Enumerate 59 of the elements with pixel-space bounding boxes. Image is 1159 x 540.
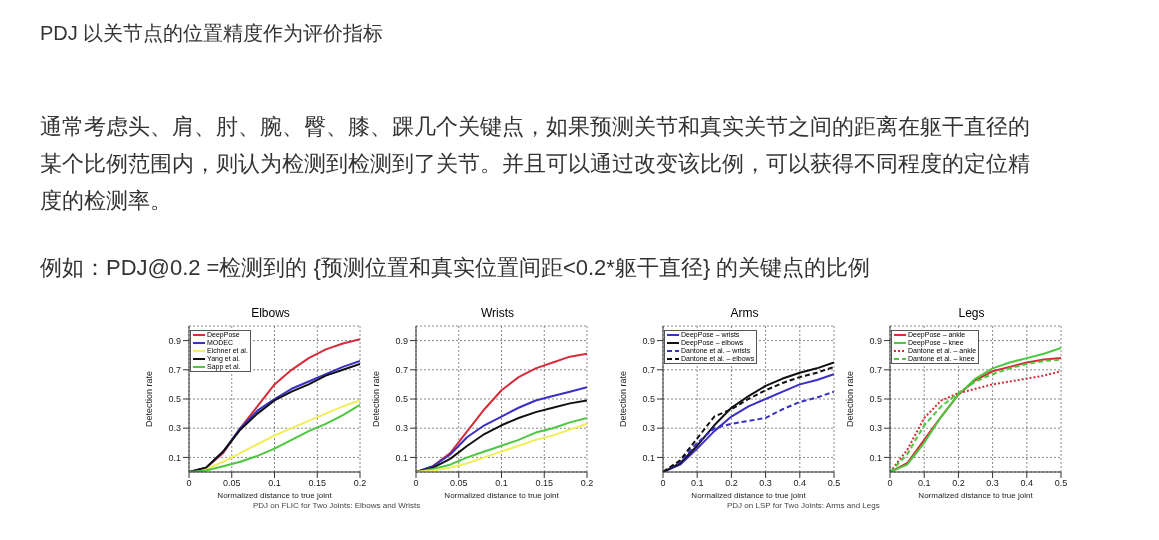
y-tick-label: 0.1 bbox=[395, 452, 408, 463]
x-tick-label: 0.5 bbox=[827, 478, 841, 489]
y-tick-label: 0.7 bbox=[869, 364, 882, 375]
x-axis-title: Normalized distance to true joint bbox=[691, 491, 807, 500]
x-tick-label: 0.15 bbox=[535, 478, 554, 489]
y-tick-label: 0.7 bbox=[642, 364, 655, 375]
y-axis-title: Detection rate bbox=[845, 370, 856, 428]
x-tick-label: 0.2 bbox=[952, 478, 965, 489]
text: PDJ on FLIC for Two Joints: Elbows and Wrists bbox=[253, 501, 421, 510]
text: 例如：PDJ@0.2 =检测到的 {预测位置和真实位置间距<0.2*躯干直径} 的关键点的比例 bbox=[40, 254, 872, 282]
x-tick-label: 0.1 bbox=[690, 478, 704, 489]
x-axis-title: Normalized distance to true joint bbox=[217, 491, 333, 500]
y-tick-label: 0.3 bbox=[869, 423, 882, 434]
x-tick-label: 0.2 bbox=[353, 478, 367, 489]
y-tick-label: 0.9 bbox=[395, 335, 408, 346]
x-axis-title: Normalized distance to true joint bbox=[918, 491, 1034, 500]
x-tick-label: 0.4 bbox=[1020, 478, 1034, 489]
y-tick-label: 0.5 bbox=[168, 394, 181, 405]
x-tick-label: 0.5 bbox=[1054, 478, 1068, 489]
x-tick-label: 0.2 bbox=[580, 478, 594, 489]
x-axis-title: Normalized distance to true joint bbox=[444, 491, 560, 500]
y-tick-label: 0.1 bbox=[168, 452, 181, 463]
x-tick-label: 0.05 bbox=[222, 478, 241, 489]
x-tick-label: 0.05 bbox=[449, 478, 468, 489]
y-axis-title: Detection rate bbox=[618, 370, 629, 428]
text: PDJ on LSP for Two Joints: Arms and Legs bbox=[727, 501, 880, 510]
y-tick-label: 0.1 bbox=[642, 452, 655, 463]
y-tick-label: 0.7 bbox=[395, 364, 408, 375]
x-tick-label: 0.15 bbox=[308, 478, 327, 489]
y-tick-label: 0.5 bbox=[642, 394, 655, 405]
y-tick-label: 0.5 bbox=[395, 394, 408, 405]
chart-title: Legs bbox=[957, 306, 986, 322]
y-tick-label: 0.9 bbox=[869, 335, 882, 346]
y-axis-title: Detection rate bbox=[371, 370, 382, 428]
chart-title: Elbows bbox=[250, 306, 291, 322]
y-tick-label: 0.3 bbox=[395, 423, 408, 434]
y-tick-label: 0.5 bbox=[869, 394, 882, 405]
x-tick-label: 0.3 bbox=[986, 478, 999, 489]
text: 通常考虑头、肩、肘、腕、臀、膝、踝几个关键点，如果预测关节和真实关节之间的距离在躯干直径的某个比例范围内，则认为检测到检测到了关节。并且可以通过改变该比例，可以获得不同程度的定位精度的检测率。 bbox=[40, 113, 1031, 215]
x-tick-label: 0 bbox=[660, 478, 666, 489]
x-tick-label: 0 bbox=[186, 478, 192, 489]
chart-title: Arms bbox=[729, 306, 760, 322]
y-tick-label: 0.9 bbox=[642, 335, 655, 346]
y-axis-title: Detection rate bbox=[144, 370, 155, 428]
y-tick-label: 0.9 bbox=[168, 335, 181, 346]
x-tick-label: 0.2 bbox=[725, 478, 738, 489]
x-tick-label: 0.1 bbox=[268, 478, 281, 489]
text: PDJ 以关节点的位置精度作为评价指标 bbox=[40, 21, 385, 46]
chart-title: Wrists bbox=[479, 306, 516, 322]
x-tick-label: 0 bbox=[887, 478, 893, 489]
x-tick-label: 0.4 bbox=[793, 478, 807, 489]
y-tick-label: 0.3 bbox=[642, 423, 655, 434]
y-tick-label: 0.7 bbox=[168, 364, 181, 375]
x-tick-label: 0 bbox=[413, 478, 419, 489]
y-tick-label: 0.3 bbox=[168, 423, 181, 434]
y-tick-label: 0.1 bbox=[869, 452, 882, 463]
x-tick-label: 0.3 bbox=[759, 478, 772, 489]
x-tick-label: 0.1 bbox=[495, 478, 508, 489]
x-tick-label: 0.1 bbox=[917, 478, 931, 489]
